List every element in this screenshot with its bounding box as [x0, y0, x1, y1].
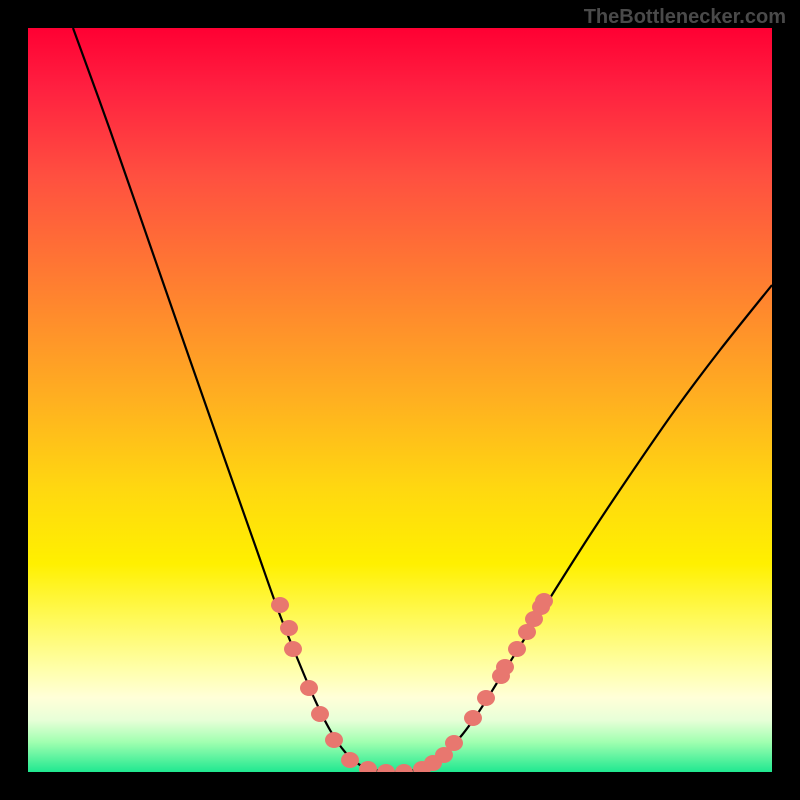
- curve-marker: [271, 597, 289, 613]
- curve-marker: [311, 706, 329, 722]
- watermark-text: TheBottlenecker.com: [584, 6, 786, 29]
- curve-marker: [300, 680, 318, 696]
- chart-svg: [0, 0, 800, 800]
- curve-marker: [508, 641, 526, 657]
- curve-marker: [496, 659, 514, 675]
- curve-marker: [535, 593, 553, 609]
- curve-marker: [464, 710, 482, 726]
- curve-marker: [477, 690, 495, 706]
- curve-marker: [284, 641, 302, 657]
- curve-marker: [341, 752, 359, 768]
- chart-background: [28, 28, 772, 772]
- curve-marker: [445, 735, 463, 751]
- bottleneck-chart: TheBottlenecker.com: [0, 0, 800, 800]
- curve-marker: [280, 620, 298, 636]
- curve-marker: [325, 732, 343, 748]
